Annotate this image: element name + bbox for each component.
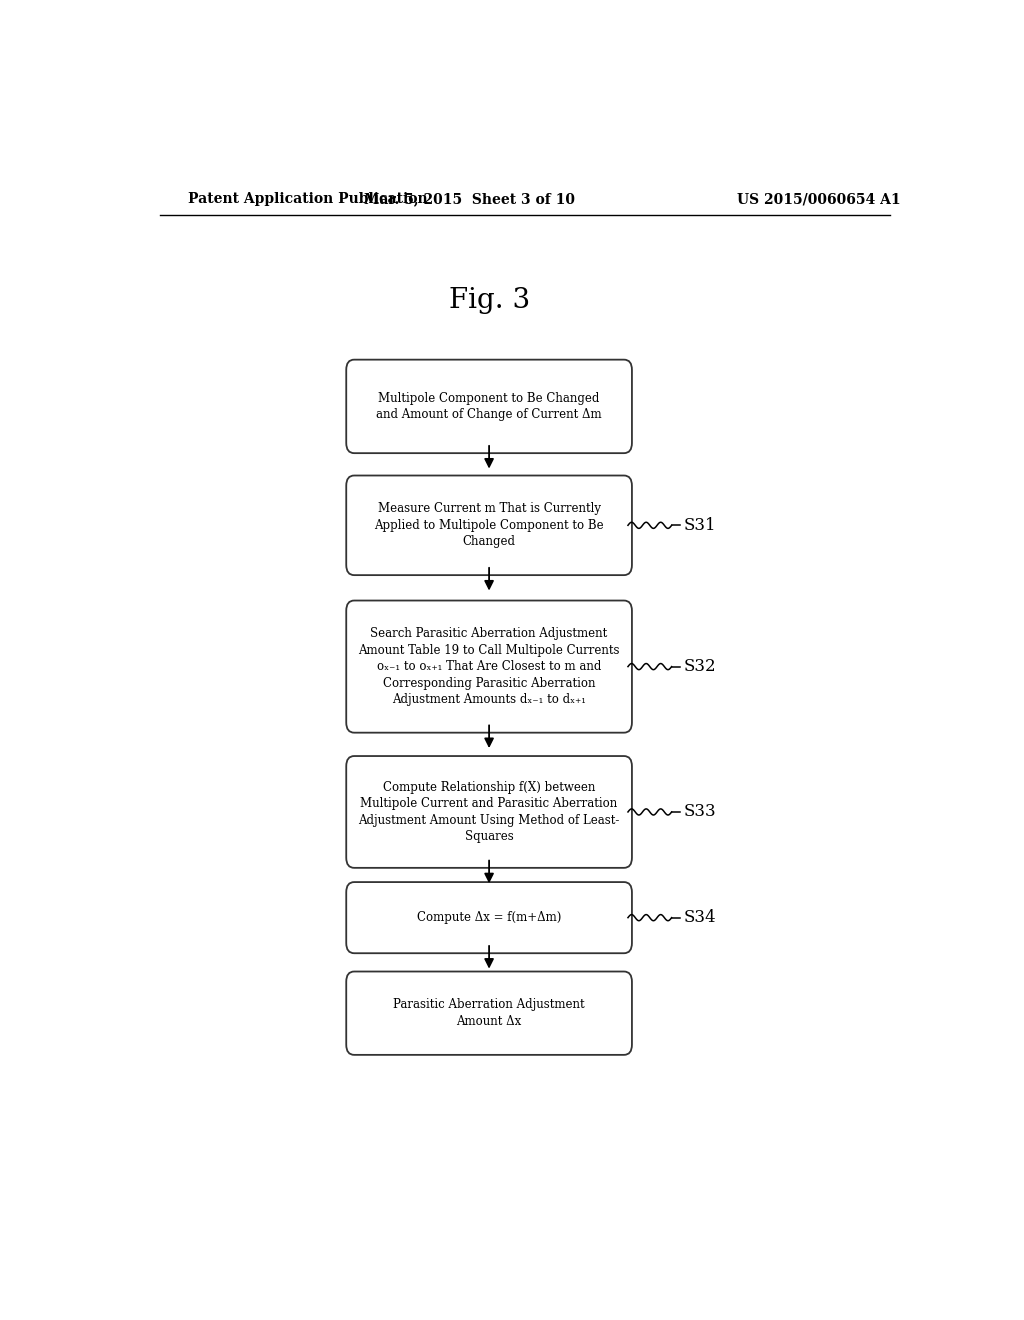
Text: Multipole Component to Be Changed
and Amount of Change of Current Δm: Multipole Component to Be Changed and Am…: [376, 392, 602, 421]
FancyBboxPatch shape: [346, 475, 632, 576]
Text: S32: S32: [684, 659, 716, 675]
Text: S31: S31: [684, 517, 716, 533]
Text: Mar. 5, 2015  Sheet 3 of 10: Mar. 5, 2015 Sheet 3 of 10: [364, 191, 574, 206]
FancyBboxPatch shape: [346, 972, 632, 1055]
Text: Parasitic Aberration Adjustment
Amount Δx: Parasitic Aberration Adjustment Amount Δ…: [393, 998, 585, 1028]
Text: US 2015/0060654 A1: US 2015/0060654 A1: [736, 191, 900, 206]
FancyBboxPatch shape: [346, 756, 632, 867]
Text: S34: S34: [684, 909, 716, 927]
Text: Compute Δx = f(m+Δm): Compute Δx = f(m+Δm): [417, 911, 561, 924]
Text: S33: S33: [684, 804, 716, 821]
Text: Measure Current m That is Currently
Applied to Multipole Component to Be
Changed: Measure Current m That is Currently Appl…: [375, 503, 604, 548]
FancyBboxPatch shape: [346, 882, 632, 953]
FancyBboxPatch shape: [346, 601, 632, 733]
Text: Compute Relationship f(X) between
Multipole Current and Parasitic Aberration
Adj: Compute Relationship f(X) between Multip…: [358, 780, 620, 843]
Text: Patent Application Publication: Patent Application Publication: [187, 191, 427, 206]
FancyBboxPatch shape: [346, 359, 632, 453]
Text: Fig. 3: Fig. 3: [449, 288, 529, 314]
Text: Search Parasitic Aberration Adjustment
Amount Table 19 to Call Multipole Current: Search Parasitic Aberration Adjustment A…: [358, 627, 620, 706]
